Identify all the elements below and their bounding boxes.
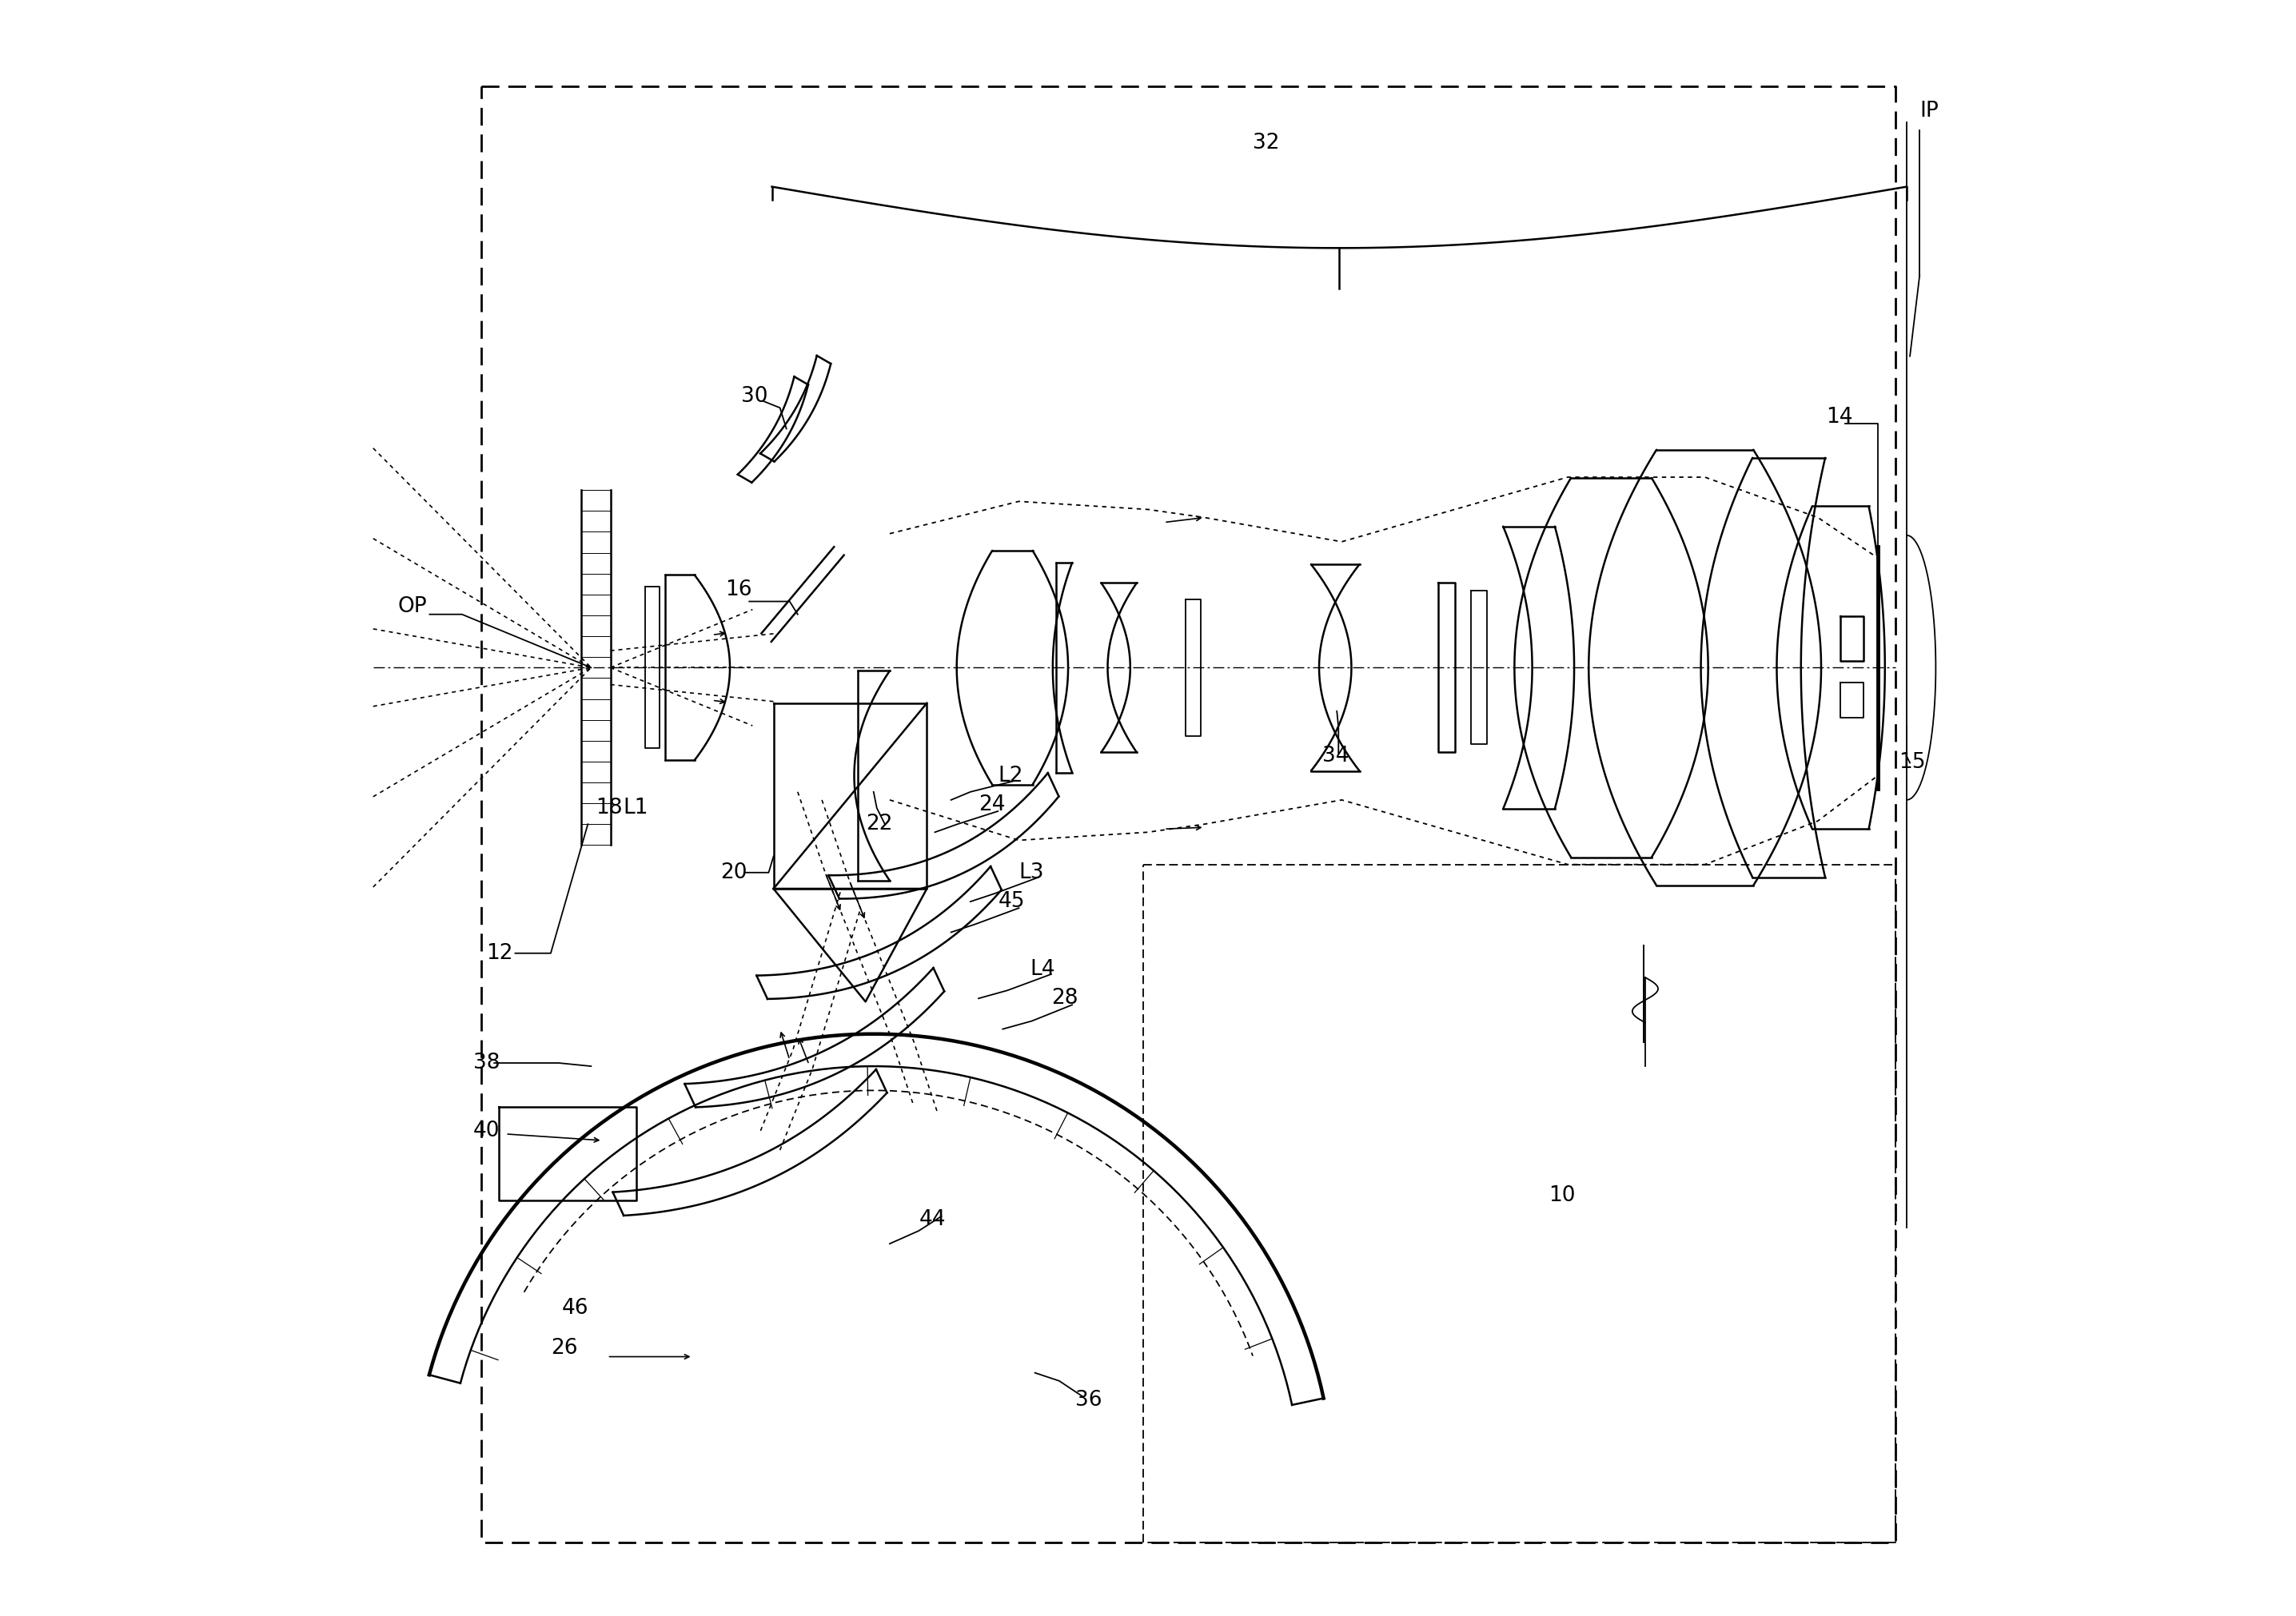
Text: 38: 38 xyxy=(473,1052,501,1073)
Text: 45: 45 xyxy=(999,890,1024,911)
Text: 20: 20 xyxy=(721,863,746,882)
Text: L1: L1 xyxy=(625,798,647,818)
Text: 15: 15 xyxy=(1899,753,1926,772)
Text: 18: 18 xyxy=(597,798,622,818)
Text: L2: L2 xyxy=(999,766,1024,785)
Text: 14: 14 xyxy=(1825,407,1853,428)
Text: 40: 40 xyxy=(473,1120,501,1141)
Text: 32: 32 xyxy=(1251,133,1279,154)
Text: 12: 12 xyxy=(487,942,512,963)
Text: 24: 24 xyxy=(978,795,1006,814)
Text: 34: 34 xyxy=(1322,747,1350,766)
Text: 30: 30 xyxy=(742,386,767,407)
Text: 46: 46 xyxy=(563,1298,588,1319)
Text: 36: 36 xyxy=(1075,1390,1102,1411)
Text: 26: 26 xyxy=(551,1338,579,1359)
Text: OP: OP xyxy=(397,596,427,617)
Text: 16: 16 xyxy=(726,580,751,601)
Text: 28: 28 xyxy=(1052,987,1077,1008)
Text: 44: 44 xyxy=(918,1209,946,1230)
Text: 22: 22 xyxy=(866,814,893,834)
Text: L4: L4 xyxy=(1031,958,1056,979)
Text: L3: L3 xyxy=(1019,863,1045,882)
Text: 10: 10 xyxy=(1548,1185,1575,1206)
Text: IP: IP xyxy=(1919,100,1938,121)
